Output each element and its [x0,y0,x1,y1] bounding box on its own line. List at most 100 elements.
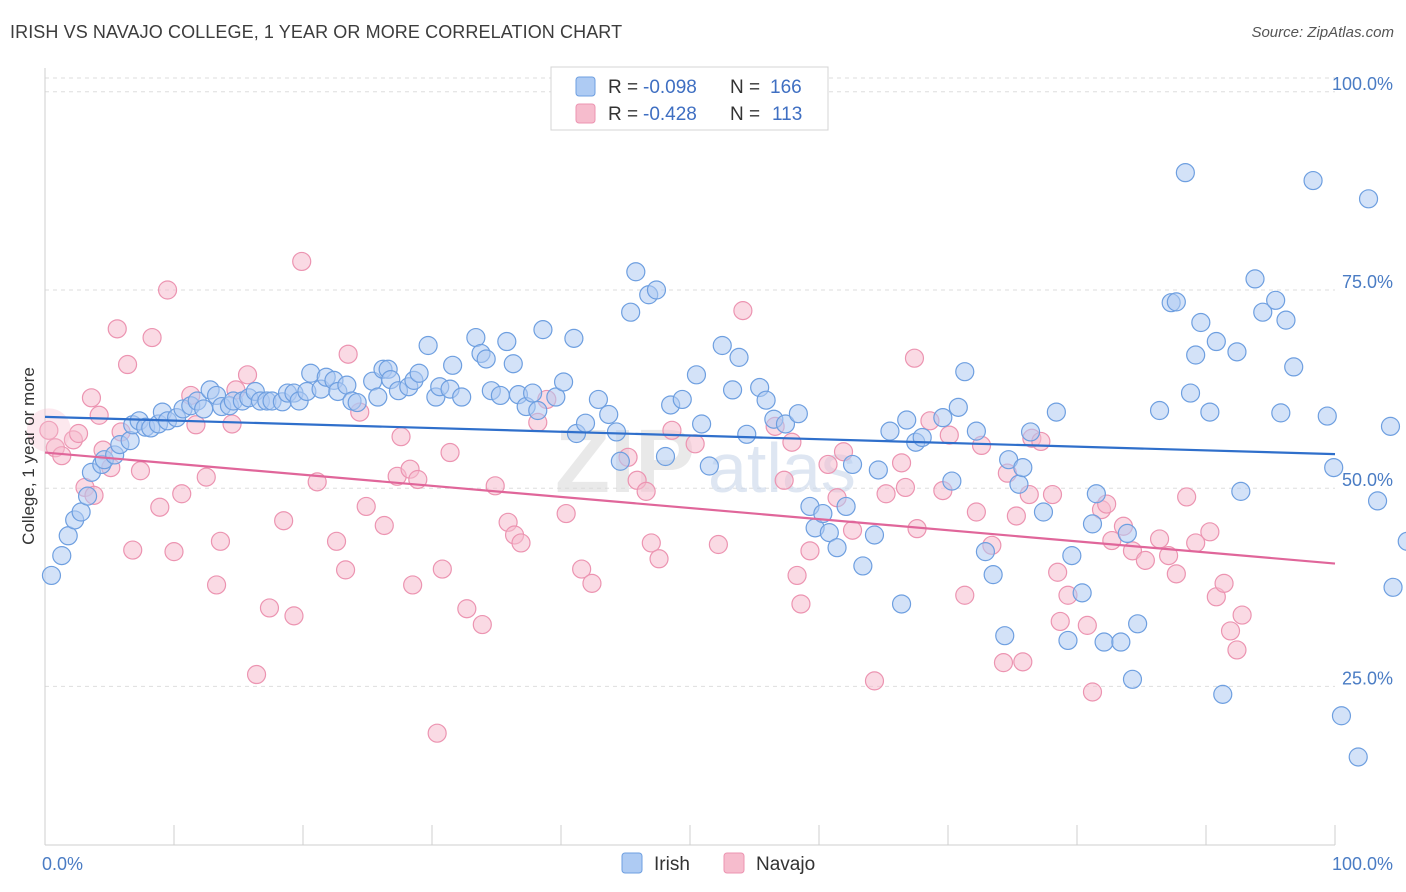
navajo-point [472,614,492,635]
navajo-point [733,301,753,321]
irish-point [655,446,676,467]
navajo-point [782,432,802,452]
trend-lines [44,415,1336,565]
navajo-point [432,559,452,579]
irish-point [368,387,388,407]
navajo-point [1077,615,1097,635]
irish-point [533,320,553,340]
navajo-point [206,575,227,595]
x-ticks [44,825,1336,845]
navajo-point [895,477,916,498]
navajo-point [403,575,423,595]
navajo-point [1013,652,1033,672]
irish-point [1397,531,1406,551]
navajo-point [556,503,576,524]
gridlines [45,77,1335,687]
chart-title: IRISH VS NAVAJO COLLEGE, 1 YEAR OR MORE … [10,22,623,42]
irish-point [610,451,630,471]
navajo-point [904,348,925,368]
navajo-point [292,251,312,272]
navajo-point [1048,562,1068,582]
navajo-point [662,420,682,440]
irish-point [1276,310,1296,330]
irish-point [523,383,543,403]
irish-point [1367,491,1388,511]
navajo-point [274,511,294,531]
navajo-point [246,664,267,685]
irish-point [737,424,757,444]
irish-point [1117,523,1137,544]
irish-point [756,390,776,410]
navajo-point [1232,605,1252,625]
irish-point [1253,302,1273,322]
navajo-point [89,405,109,425]
irish-point [819,523,839,543]
navajo-point [1177,487,1197,507]
irish-point [497,331,517,352]
legend: R = -0.098 N = 166 R = -0.428 N = 113 [550,66,829,131]
irish-point [1166,292,1186,312]
irish-point [77,486,98,506]
irish-point [788,404,808,424]
navajo-point [1158,546,1179,566]
irish-point [912,427,932,448]
irish-point [1200,402,1220,422]
irish-point [722,380,743,400]
irish-point [995,626,1015,646]
irish-point [1245,269,1265,289]
irish-point [1046,402,1066,422]
navajo-point [123,540,143,560]
navajo-point [1082,682,1103,702]
navajo-point [864,671,885,691]
navajo-point [572,559,592,579]
irish-point [443,355,463,375]
irish-point [1383,577,1403,597]
navajo-point [186,415,206,435]
irish-point [1266,290,1286,310]
irish-point [1324,458,1344,478]
navajo-point [374,515,394,536]
irish-point [1213,684,1233,704]
navajo-point [81,388,102,408]
navajo-point [150,497,170,517]
irish-point [120,431,140,451]
navajo-point [818,454,838,475]
irish-point [606,422,627,442]
irish-point [1149,400,1170,421]
irish-point [1094,632,1114,652]
irish-point [955,362,975,382]
irish-point [1380,416,1401,436]
navajo-point [511,533,531,553]
irish-point [897,410,917,430]
navajo-point [259,598,280,618]
bottom-legend-label-irish: Irish [654,854,690,875]
navajo-point [391,427,411,447]
x-tick-label-min: 0.0% [42,854,83,874]
irish-point [1020,422,1041,442]
irish-point [966,421,986,441]
y-tick-label: 100.0% [1332,74,1393,94]
irish-point [490,385,510,406]
irish-point [1062,546,1082,566]
irish-point [1122,669,1143,689]
navajo-point [993,653,1014,673]
navajo-point [68,423,89,444]
irish-point [528,400,548,421]
irish-point [1358,189,1379,209]
irish-point [1206,331,1226,352]
irish-point [546,387,566,407]
irish-point [1348,747,1368,767]
navajo-point [157,280,178,300]
source-label: Source: ZipAtlas.com [1251,24,1394,41]
navajo-point [130,461,151,481]
navajo-point [39,420,59,440]
navajo-point [891,453,912,473]
irish-point [712,335,732,356]
navajo-point [164,542,184,562]
irish-point [1186,345,1206,365]
navajo-point [787,565,807,586]
irish-point [891,594,912,614]
navajo-point [440,442,460,463]
navajo-point [237,365,258,385]
